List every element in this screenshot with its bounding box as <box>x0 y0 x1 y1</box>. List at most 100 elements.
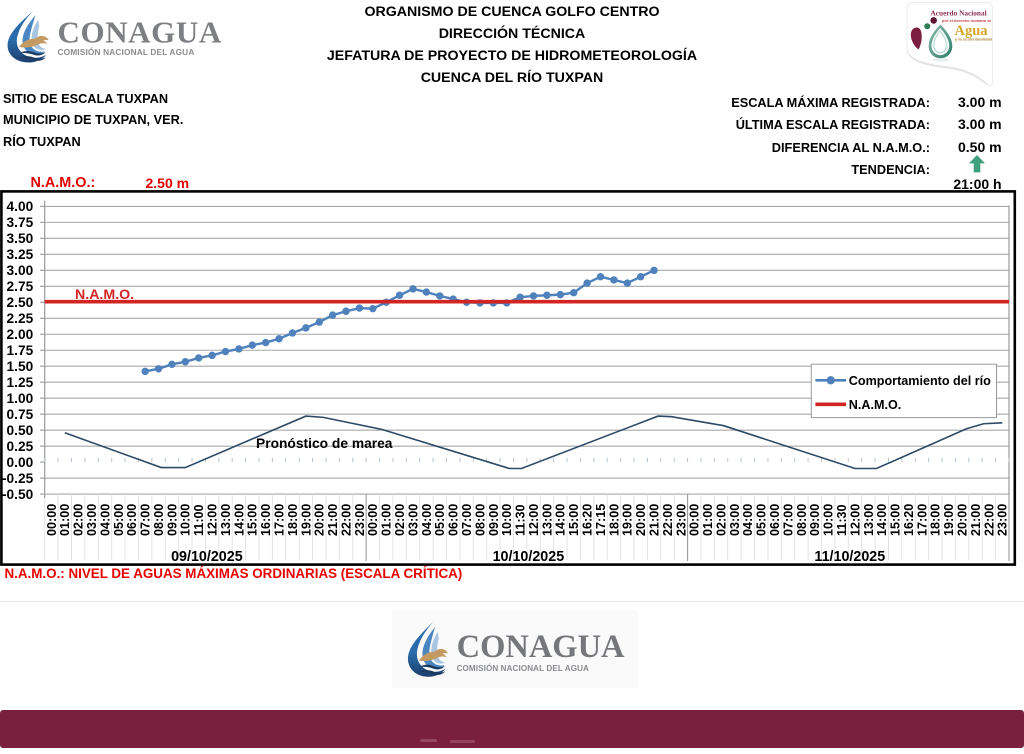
svg-text:17:00: 17:00 <box>272 504 286 536</box>
svg-text:11:30: 11:30 <box>835 504 849 536</box>
svg-text:18:00: 18:00 <box>607 504 621 536</box>
svg-text:CONAGUA: CONAGUA <box>58 14 222 49</box>
svg-text:16:20: 16:20 <box>581 504 595 536</box>
svg-text:05:00: 05:00 <box>112 504 126 536</box>
svg-text:07:00: 07:00 <box>781 504 795 536</box>
svg-text:Comportamiento del río: Comportamiento del río <box>849 374 991 388</box>
svg-text:01:00: 01:00 <box>58 504 72 536</box>
svg-text:04:00: 04:00 <box>420 504 434 536</box>
svg-text:2.00: 2.00 <box>7 327 34 342</box>
svg-text:13:00: 13:00 <box>219 504 233 536</box>
svg-text:02:00: 02:00 <box>393 504 407 536</box>
svg-text:10:00: 10:00 <box>822 504 836 536</box>
svg-text:20:00: 20:00 <box>634 504 648 536</box>
svg-text:09:00: 09:00 <box>487 504 501 536</box>
svg-text:13:00: 13:00 <box>540 504 554 536</box>
svg-text:-0.25: -0.25 <box>2 471 34 486</box>
svg-text:Acuerdo Nacional: Acuerdo Nacional <box>931 9 987 18</box>
svg-text:1.50: 1.50 <box>7 359 34 374</box>
svg-text:01:00: 01:00 <box>380 504 394 536</box>
svg-text:00:00: 00:00 <box>45 504 59 536</box>
svg-text:COMISIÓN NACIONAL DEL AGUA: COMISIÓN NACIONAL DEL AGUA <box>457 664 589 673</box>
svg-text:08:00: 08:00 <box>795 504 809 536</box>
svg-text:16:00: 16:00 <box>259 504 273 536</box>
svg-text:1.25: 1.25 <box>7 375 34 390</box>
svg-text:16:20: 16:20 <box>902 504 916 536</box>
svg-text:14:00: 14:00 <box>232 504 246 536</box>
svg-text:15:00: 15:00 <box>246 504 260 536</box>
svg-text:14:00: 14:00 <box>554 504 568 536</box>
svg-text:15:00: 15:00 <box>889 504 903 536</box>
svg-text:15:00: 15:00 <box>567 504 581 536</box>
svg-text:19:00: 19:00 <box>299 504 313 536</box>
svg-text:2.50: 2.50 <box>7 295 34 310</box>
svg-text:02:00: 02:00 <box>714 504 728 536</box>
svg-text:1.00: 1.00 <box>7 391 34 406</box>
svg-text:08:00: 08:00 <box>152 504 166 536</box>
svg-text:09/10/2025: 09/10/2025 <box>171 549 243 565</box>
svg-text:22:00: 22:00 <box>661 504 675 536</box>
svg-text:COMISIÓN NACIONAL DEL AGUA: COMISIÓN NACIONAL DEL AGUA <box>58 46 195 57</box>
svg-text:13:00: 13:00 <box>862 504 876 536</box>
svg-text:N.A.M.O.: N.A.M.O. <box>849 398 901 412</box>
svg-text:22:00: 22:00 <box>339 504 353 536</box>
svg-text:y la sustentabilidad: y la sustentabilidad <box>955 37 993 42</box>
svg-text:20:00: 20:00 <box>956 504 970 536</box>
svg-text:11:00: 11:00 <box>192 504 206 536</box>
svg-text:09:00: 09:00 <box>808 504 822 536</box>
svg-text:Agua: Agua <box>955 23 989 39</box>
svg-text:21:00: 21:00 <box>647 504 661 536</box>
svg-text:04:00: 04:00 <box>741 504 755 536</box>
svg-text:03:00: 03:00 <box>406 504 420 536</box>
svg-text:03:00: 03:00 <box>85 504 99 536</box>
svg-text:2.75: 2.75 <box>7 279 34 294</box>
svg-text:19:00: 19:00 <box>621 504 635 536</box>
svg-text:4.00: 4.00 <box>7 199 34 214</box>
svg-text:21:00: 21:00 <box>326 504 340 536</box>
svg-text:06:00: 06:00 <box>447 504 461 536</box>
svg-text:-0.50: -0.50 <box>2 487 34 502</box>
svg-text:05:00: 05:00 <box>755 504 769 536</box>
svg-text:0.50: 0.50 <box>7 423 34 438</box>
svg-text:N.A.M.O.: N.A.M.O. <box>75 287 134 303</box>
svg-text:02:00: 02:00 <box>72 504 86 536</box>
svg-text:00:00: 00:00 <box>688 504 702 536</box>
svg-text:18:00: 18:00 <box>286 504 300 536</box>
svg-text:07:00: 07:00 <box>139 504 153 536</box>
svg-text:3.00: 3.00 <box>7 263 34 278</box>
svg-text:08:00: 08:00 <box>473 504 487 536</box>
svg-text:20:00: 20:00 <box>313 504 327 536</box>
svg-text:10:00: 10:00 <box>500 504 514 536</box>
svg-text:0.00: 0.00 <box>7 455 34 470</box>
svg-text:23:00: 23:00 <box>674 504 688 536</box>
svg-text:3.25: 3.25 <box>7 247 34 262</box>
svg-text:04:00: 04:00 <box>98 504 112 536</box>
svg-text:17:15: 17:15 <box>594 504 608 536</box>
svg-text:09:00: 09:00 <box>165 504 179 536</box>
svg-text:18:00: 18:00 <box>929 504 943 536</box>
svg-text:11:30: 11:30 <box>514 504 528 536</box>
svg-text:12:00: 12:00 <box>527 504 541 536</box>
svg-text:23:00: 23:00 <box>353 504 367 536</box>
svg-text:2.25: 2.25 <box>7 311 34 326</box>
svg-text:0.25: 0.25 <box>7 439 34 454</box>
svg-text:05:00: 05:00 <box>433 504 447 536</box>
svg-text:CONAGUA: CONAGUA <box>457 629 625 665</box>
svg-text:19:00: 19:00 <box>942 504 956 536</box>
svg-text:01:00: 01:00 <box>701 504 715 536</box>
svg-text:22:00: 22:00 <box>982 504 996 536</box>
svg-text:11/10/2025: 11/10/2025 <box>814 549 885 565</box>
svg-text:10/10/2025: 10/10/2025 <box>493 549 565 565</box>
svg-text:Pronóstico de marea: Pronóstico de marea <box>256 436 393 451</box>
svg-text:00:00: 00:00 <box>366 504 380 536</box>
svg-text:3.50: 3.50 <box>7 231 34 246</box>
svg-text:21:00: 21:00 <box>969 504 983 536</box>
svg-text:07:00: 07:00 <box>460 504 474 536</box>
svg-text:12:00: 12:00 <box>206 504 220 536</box>
svg-text:23:00: 23:00 <box>996 504 1010 536</box>
svg-text:12:00: 12:00 <box>848 504 862 536</box>
svg-text:10:00: 10:00 <box>179 504 193 536</box>
svg-text:1.75: 1.75 <box>7 343 34 358</box>
svg-text:06:00: 06:00 <box>768 504 782 536</box>
svg-text:0.75: 0.75 <box>7 407 34 422</box>
